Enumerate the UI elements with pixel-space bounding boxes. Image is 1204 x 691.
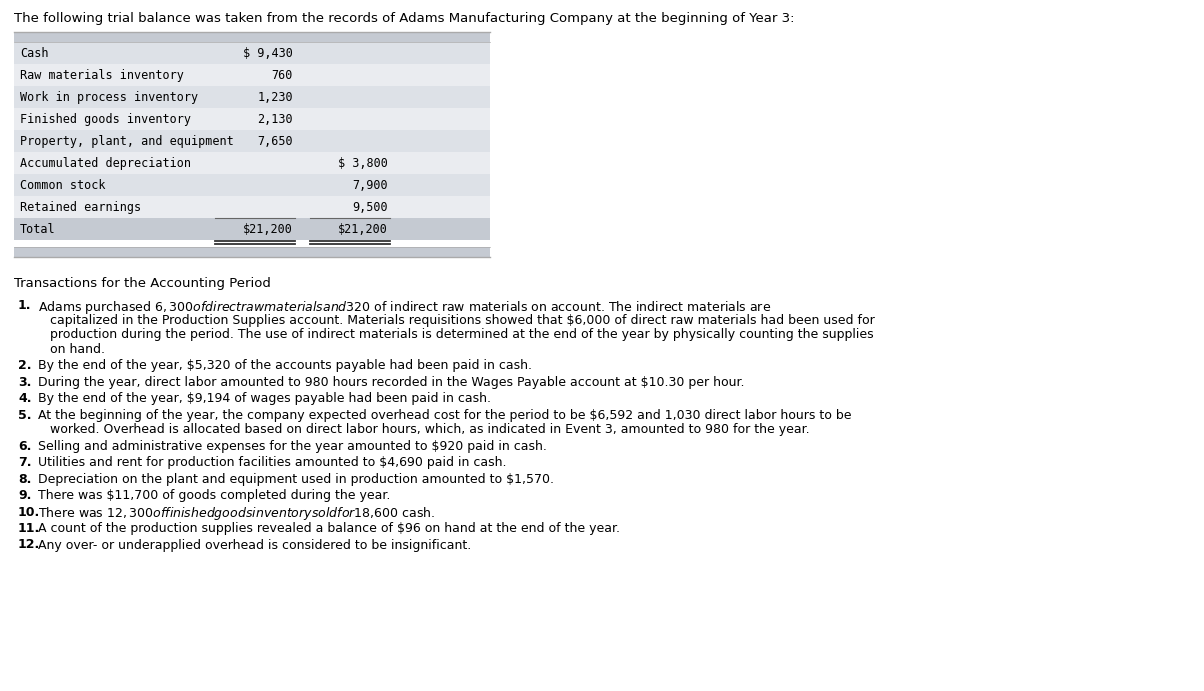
Text: capitalized in the Production Supplies account. Materials requisitions showed th: capitalized in the Production Supplies a… (39, 314, 875, 327)
Text: By the end of the year, $9,194 of wages payable had been paid in cash.: By the end of the year, $9,194 of wages … (39, 392, 491, 405)
Text: 1,230: 1,230 (258, 91, 293, 104)
Text: 7.: 7. (18, 456, 31, 469)
Text: 2.: 2. (18, 359, 31, 372)
Bar (14, 108, 490, 130)
Text: 11.: 11. (18, 522, 40, 535)
Text: Total: Total (20, 223, 55, 236)
Text: There was $12,300 of finished goods inventory sold for $18,600 cash.: There was $12,300 of finished goods inve… (39, 506, 435, 522)
Text: Any over- or underapplied overhead is considered to be insignificant.: Any over- or underapplied overhead is co… (39, 538, 471, 551)
Text: Common stock: Common stock (20, 178, 106, 191)
Text: During the year, direct labor amounted to 980 hours recorded in the Wages Payabl: During the year, direct labor amounted t… (39, 375, 744, 388)
Text: Selling and administrative expenses for the year amounted to $920 paid in cash.: Selling and administrative expenses for … (39, 439, 547, 453)
Text: 7,650: 7,650 (258, 135, 293, 147)
Text: Retained earnings: Retained earnings (20, 200, 141, 214)
Text: Raw materials inventory: Raw materials inventory (20, 68, 184, 82)
Text: Transactions for the Accounting Period: Transactions for the Accounting Period (14, 277, 271, 290)
Bar (14, 196, 490, 218)
Text: There was $11,700 of goods completed during the year.: There was $11,700 of goods completed dur… (39, 489, 390, 502)
Text: By the end of the year, $5,320 of the accounts payable had been paid in cash.: By the end of the year, $5,320 of the ac… (39, 359, 532, 372)
Text: The following trial balance was taken from the records of Adams Manufacturing Co: The following trial balance was taken fr… (14, 12, 795, 25)
Text: Depreciation on the plant and equipment used in production amounted to $1,570.: Depreciation on the plant and equipment … (39, 473, 554, 486)
Text: Cash: Cash (20, 46, 48, 59)
Text: Finished goods inventory: Finished goods inventory (20, 113, 191, 126)
Text: $ 3,800: $ 3,800 (338, 156, 388, 169)
Text: 12.: 12. (18, 538, 40, 551)
Text: $21,200: $21,200 (243, 223, 293, 236)
Text: 10.: 10. (18, 506, 40, 518)
Bar (14, 152, 490, 174)
Bar (14, 247, 490, 257)
Text: 7,900: 7,900 (353, 178, 388, 191)
Bar (14, 42, 490, 64)
Bar (14, 130, 490, 152)
Text: on hand.: on hand. (39, 343, 105, 355)
Text: 9,500: 9,500 (353, 200, 388, 214)
Bar (14, 174, 490, 196)
Text: 4.: 4. (18, 392, 31, 405)
Bar (14, 86, 490, 108)
Text: Utilities and rent for production facilities amounted to $4,690 paid in cash.: Utilities and rent for production facili… (39, 456, 507, 469)
Text: worked. Overhead is allocated based on direct labor hours, which, as indicated i: worked. Overhead is allocated based on d… (39, 423, 809, 436)
Text: $21,200: $21,200 (338, 223, 388, 236)
Text: 1.: 1. (18, 299, 31, 312)
Text: Adams purchased $6,300 of direct raw materials and $320 of indirect raw material: Adams purchased $6,300 of direct raw mat… (39, 299, 772, 316)
Text: 2,130: 2,130 (258, 113, 293, 126)
Text: 6.: 6. (18, 439, 31, 453)
Text: $ 9,430: $ 9,430 (243, 46, 293, 59)
Bar (14, 218, 490, 240)
Text: Property, plant, and equipment: Property, plant, and equipment (20, 135, 234, 147)
Text: 5.: 5. (18, 408, 31, 422)
Bar (14, 32, 490, 42)
Text: At the beginning of the year, the company expected overhead cost for the period : At the beginning of the year, the compan… (39, 408, 851, 422)
Text: 3.: 3. (18, 375, 31, 388)
Text: A count of the production supplies revealed a balance of $96 on hand at the end : A count of the production supplies revea… (39, 522, 620, 535)
Bar (14, 64, 490, 86)
Text: Work in process inventory: Work in process inventory (20, 91, 199, 104)
Text: 9.: 9. (18, 489, 31, 502)
Text: 760: 760 (272, 68, 293, 82)
Text: 8.: 8. (18, 473, 31, 486)
Text: production during the period. The use of indirect materials is determined at the: production during the period. The use of… (39, 328, 874, 341)
Text: Accumulated depreciation: Accumulated depreciation (20, 156, 191, 169)
